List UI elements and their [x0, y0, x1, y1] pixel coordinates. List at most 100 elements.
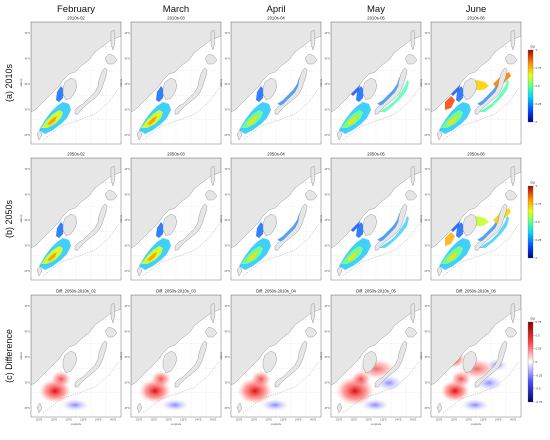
land-mass — [104, 326, 118, 338]
lat-tick-label: 35°N — [124, 83, 130, 86]
land-mass — [210, 302, 216, 324]
row-label-3: (c) Difference — [4, 329, 14, 383]
panel-title: 2050s-04 — [267, 152, 285, 157]
map-panel: 2010s-02 45°N 40°N 35°N 30°N 25°N Latitude — [20, 16, 122, 145]
land-mass — [262, 350, 278, 374]
map-panel: Diff. 2050s-2010s_03 45°N 40°N 35°N 30°N 25°N… — [120, 289, 222, 426]
y-axis-label: Latitude — [120, 214, 123, 223]
lon-tick-label: 130°E — [265, 419, 272, 422]
boundary-line — [142, 87, 220, 141]
lat-tick-label: 45°N — [124, 305, 130, 308]
colorbar-title: SQI — [530, 181, 535, 185]
land-mass — [510, 165, 516, 187]
colorbar-ramp — [527, 185, 534, 259]
land-mass — [462, 77, 478, 101]
land-mass — [274, 340, 308, 388]
lon-tick-label: 135°E — [380, 419, 387, 422]
y-axis-label: Latitude — [20, 351, 23, 360]
lon-tick-label: 135°E — [80, 419, 87, 422]
land-mass — [362, 213, 378, 237]
land-mass — [74, 340, 108, 388]
land-mass — [136, 265, 143, 277]
lon-tick-label: 140°E — [195, 419, 202, 422]
sqi-yellow-sea — [356, 86, 364, 102]
land-mass — [36, 265, 43, 277]
lat-tick-label: 45°N — [24, 32, 30, 35]
lat-tick-label: 45°N — [424, 168, 430, 171]
lat-tick-label: 35°N — [124, 219, 130, 222]
sqi-peak-west — [347, 116, 357, 125]
land-mass — [262, 213, 278, 237]
column-headers: February March April May June — [57, 4, 486, 15]
colorbar-tick-label: 0 — [536, 256, 538, 260]
land-mass — [62, 213, 78, 237]
lat-tick-label: 25°N — [24, 270, 30, 273]
panel-title: 2050s-02 — [67, 152, 85, 157]
lat-tick-label: 35°N — [324, 83, 330, 86]
colorbar-tick-label: -0.5 — [536, 387, 542, 391]
map-panel: 2050s-02 45°N 40°N 35°N 30°N 25°N Latitude — [20, 152, 122, 281]
lat-tick-label: 25°N — [424, 134, 430, 137]
lat-tick-label: 40°N — [124, 331, 130, 334]
lon-tick-label: 145°E — [310, 419, 317, 422]
land-mass — [462, 350, 478, 374]
diff-positive-secondary — [51, 371, 71, 387]
land-mass — [474, 67, 508, 115]
colorbar-title: SQI — [530, 45, 535, 49]
lat-tick-label: 45°N — [324, 32, 330, 35]
boundary-line — [142, 223, 220, 277]
lat-tick-label: 30°N — [24, 245, 30, 248]
sqi-peak-west — [47, 252, 57, 261]
land-mass — [74, 203, 108, 251]
sqi-peak-west — [47, 116, 57, 125]
lon-tick-label: 125°E — [51, 419, 58, 422]
land-mass — [410, 302, 416, 324]
x-axis-label: Longitude — [271, 423, 282, 426]
lat-tick-label: 30°N — [224, 382, 230, 385]
map-panel: Diff. 2050s-2010s_05 45°N 40°N 35°N 30°N 25°N… — [320, 289, 422, 426]
lon-tick-label: 135°E — [180, 419, 187, 422]
land-mass — [504, 189, 518, 201]
colorbar-tick-label: 1 — [536, 184, 538, 188]
lat-tick-label: 30°N — [224, 109, 230, 112]
lon-tick-label: 140°E — [495, 419, 502, 422]
y-axis-label: Latitude — [220, 351, 223, 360]
land-mass — [162, 350, 178, 374]
land-mass — [174, 340, 208, 388]
lon-tick-label: 125°E — [451, 419, 458, 422]
map-frame — [30, 21, 122, 145]
colorbar-ramp — [527, 49, 534, 123]
y-axis-label: Latitude — [420, 214, 423, 223]
lat-tick-label: 30°N — [124, 245, 130, 248]
x-axis-label: Longitude — [371, 423, 382, 426]
lat-tick-label: 35°N — [224, 219, 230, 222]
sqi-peak-west — [147, 116, 157, 125]
lat-tick-label: 25°N — [424, 407, 430, 410]
lat-tick-label: 45°N — [424, 305, 430, 308]
map-frame — [130, 294, 222, 418]
y-axis-label: Latitude — [20, 214, 23, 223]
colorbar-tick-label: 0.25 — [536, 102, 542, 106]
lat-tick-label: 25°N — [224, 270, 230, 273]
lon-tick-label: 130°E — [465, 419, 472, 422]
diff-negative-south — [161, 399, 189, 411]
lat-tick-label: 40°N — [224, 58, 230, 61]
lat-tick-label: 40°N — [224, 331, 230, 334]
column-header-march: March — [163, 4, 189, 15]
y-axis-label: Latitude — [120, 78, 123, 87]
land-mass — [310, 165, 316, 187]
map-frame — [230, 21, 322, 145]
lat-tick-label: 40°N — [424, 58, 430, 61]
sqi-peak-west — [247, 252, 257, 261]
lon-tick-label: 130°E — [165, 419, 172, 422]
map-frame — [430, 294, 522, 418]
lat-tick-label: 45°N — [124, 32, 130, 35]
x-axis-label: Longitude — [471, 423, 482, 426]
boundary-line — [442, 223, 520, 277]
panel-title: 2010s-06 — [467, 16, 485, 21]
boundary-line — [242, 223, 320, 277]
land-mass — [136, 402, 143, 414]
lon-tick-label: 130°E — [65, 419, 72, 422]
